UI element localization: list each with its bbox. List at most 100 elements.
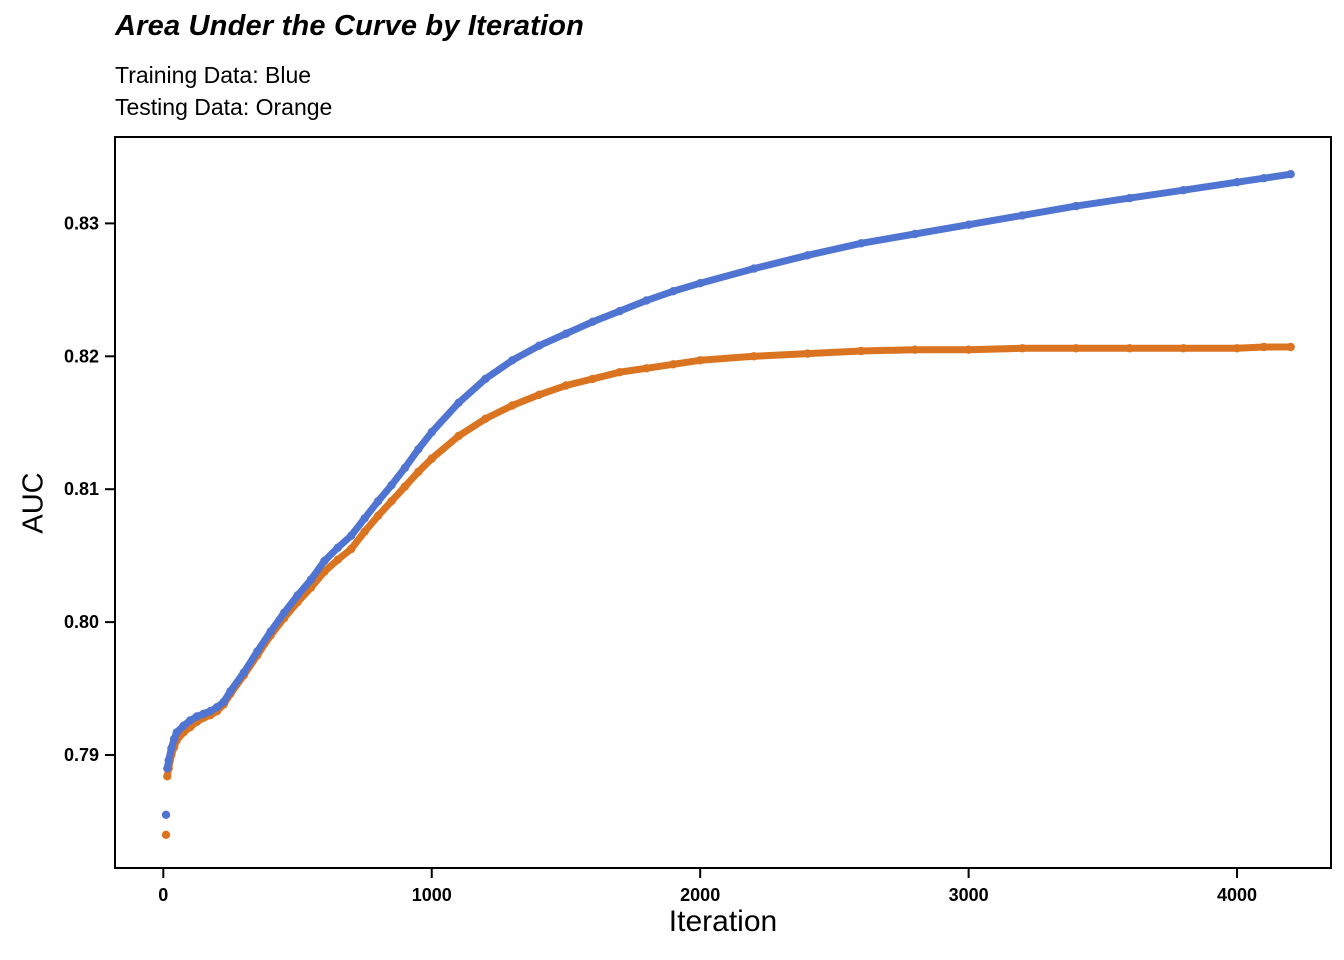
data-point <box>749 264 759 273</box>
data-point <box>206 707 215 716</box>
data-point <box>373 497 383 506</box>
data-point <box>373 511 383 520</box>
data-point <box>803 349 812 358</box>
data-point <box>172 728 181 737</box>
data-point <box>333 555 342 564</box>
data-point <box>387 497 396 506</box>
data-point <box>169 734 179 744</box>
x-axis-label: Iteration <box>668 905 778 938</box>
data-point <box>1179 344 1188 353</box>
data-point <box>508 401 517 410</box>
x-tick-label: 4000 <box>1217 885 1257 905</box>
data-point <box>1259 174 1269 183</box>
data-point <box>1071 344 1081 353</box>
data-point <box>333 543 342 552</box>
x-tick-label: 3000 <box>949 885 989 905</box>
series-training-data <box>161 170 1295 819</box>
data-point <box>400 463 410 473</box>
data-point <box>454 431 463 441</box>
data-point <box>561 329 571 338</box>
data-point <box>163 772 172 781</box>
data-point <box>239 668 248 677</box>
chart-title: Area Under the Curve by Iteration <box>115 10 585 42</box>
data-point <box>910 345 920 354</box>
data-point <box>192 712 202 721</box>
data-point <box>293 591 302 600</box>
data-point <box>534 390 544 399</box>
data-point <box>588 317 597 326</box>
data-point <box>642 364 651 373</box>
data-point <box>508 356 517 365</box>
data-point <box>964 220 973 229</box>
data-point <box>1071 201 1081 211</box>
data-point <box>163 764 172 773</box>
data-point <box>360 514 369 523</box>
data-point <box>669 287 678 296</box>
data-point <box>427 427 436 437</box>
data-point <box>161 830 171 839</box>
data-point <box>347 531 356 540</box>
data-point <box>306 575 316 584</box>
data-point <box>749 352 759 361</box>
chart-subtitle-line1: Training Data: Blue <box>115 62 312 88</box>
data-point <box>279 608 289 617</box>
data-point <box>186 716 195 725</box>
data-point <box>481 374 490 384</box>
panel-border <box>114 136 1332 869</box>
data-point <box>1286 342 1295 352</box>
data-point <box>212 703 222 712</box>
data-point <box>696 356 705 365</box>
data-point <box>387 481 396 490</box>
data-point <box>1125 344 1134 353</box>
data-point <box>360 527 369 536</box>
data-point <box>161 810 171 819</box>
data-point <box>347 544 356 554</box>
x-tick-label: 1000 <box>412 885 452 905</box>
data-point <box>857 239 866 248</box>
data-point <box>615 368 624 377</box>
data-point <box>219 697 228 707</box>
data-point <box>615 306 624 316</box>
y-axis-label: AUC <box>17 472 50 534</box>
data-point <box>1018 211 1027 220</box>
data-point <box>400 482 410 491</box>
y-tick-label: 0.81 <box>64 479 99 499</box>
data-point <box>1179 186 1188 195</box>
data-point <box>164 756 173 765</box>
data-point <box>696 279 705 288</box>
data-point <box>1232 344 1242 353</box>
data-point <box>964 345 973 354</box>
data-point <box>1232 178 1242 187</box>
y-tick-label: 0.83 <box>64 213 99 233</box>
data-point <box>1286 170 1295 179</box>
data-point <box>642 296 651 305</box>
data-point <box>414 467 423 477</box>
chart-subtitle-line2: Testing Data: Orange <box>115 94 333 120</box>
data-point <box>910 229 920 239</box>
data-point <box>454 398 463 407</box>
data-point <box>320 556 329 566</box>
data-point <box>561 381 571 390</box>
data-point <box>414 445 423 454</box>
data-point <box>534 341 544 350</box>
data-point <box>199 709 208 718</box>
data-point <box>857 346 866 356</box>
data-point <box>1018 344 1027 353</box>
data-point <box>427 454 436 463</box>
data-point <box>481 414 490 423</box>
y-tick-label: 0.82 <box>64 346 99 366</box>
data-point <box>179 721 188 730</box>
x-tick-label: 2000 <box>680 885 720 905</box>
data-point <box>1259 342 1269 352</box>
data-point <box>253 647 262 656</box>
data-point <box>669 360 678 369</box>
data-point <box>1125 193 1134 203</box>
series-testing-data <box>161 342 1295 839</box>
y-tick-label: 0.80 <box>64 612 99 632</box>
series-line <box>163 170 1295 772</box>
x-tick-label: 0 <box>158 885 168 905</box>
data-point <box>226 687 235 696</box>
y-tick-label: 0.79 <box>64 745 99 765</box>
